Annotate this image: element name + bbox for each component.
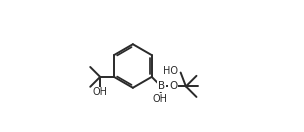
Text: HO: HO [163, 66, 178, 76]
Text: O: O [169, 81, 178, 91]
Text: OH: OH [153, 94, 168, 104]
Text: B: B [158, 81, 165, 91]
Text: OH: OH [93, 87, 108, 97]
